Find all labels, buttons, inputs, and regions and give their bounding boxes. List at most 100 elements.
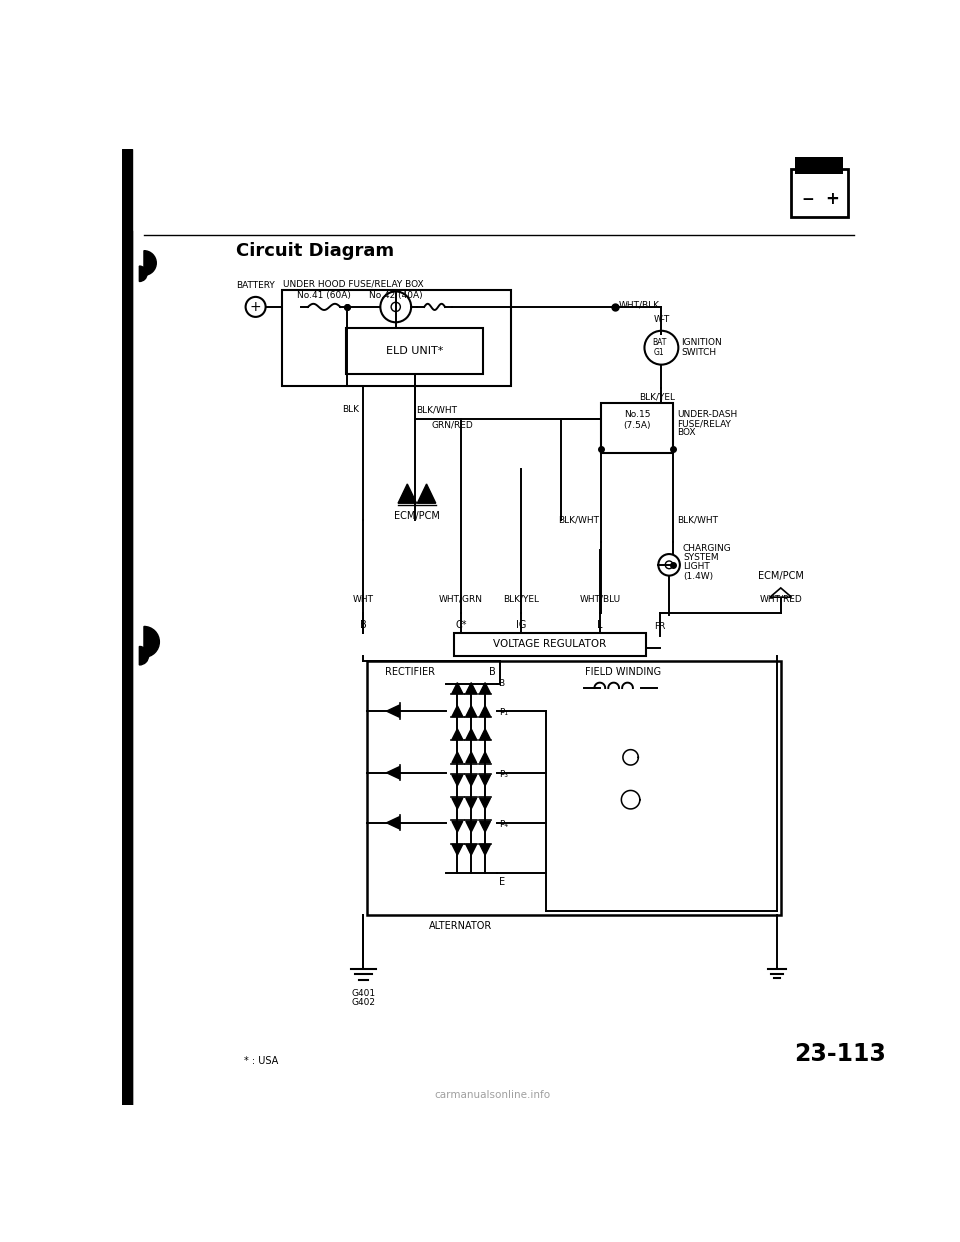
Polygon shape: [480, 683, 491, 693]
Text: −: −: [802, 191, 814, 206]
Polygon shape: [452, 845, 463, 856]
Text: (1.4W): (1.4W): [683, 571, 713, 581]
Polygon shape: [452, 799, 463, 809]
Text: B: B: [489, 667, 495, 677]
Text: SWITCH: SWITCH: [682, 348, 716, 356]
Text: CHARGING: CHARGING: [683, 544, 732, 553]
Polygon shape: [398, 484, 417, 503]
Text: BLK/YEL: BLK/YEL: [503, 595, 540, 604]
Polygon shape: [452, 821, 463, 832]
Text: No.15: No.15: [624, 410, 650, 419]
Text: UNDER-DASH: UNDER-DASH: [677, 410, 737, 419]
Polygon shape: [480, 821, 491, 832]
Bar: [453, 632, 646, 656]
Text: No.42 (40A): No.42 (40A): [369, 291, 422, 299]
Text: WHT/BLU: WHT/BLU: [579, 595, 620, 604]
Text: WHT/RED: WHT/RED: [759, 595, 803, 604]
Text: ELD UNIT*: ELD UNIT*: [386, 345, 443, 355]
Text: +: +: [250, 299, 261, 314]
Bar: [601, 404, 673, 453]
Text: G401: G401: [351, 989, 375, 999]
Polygon shape: [466, 705, 476, 717]
Polygon shape: [387, 817, 399, 828]
Text: P₁: P₁: [499, 708, 508, 717]
Bar: [282, 289, 512, 386]
Text: L: L: [597, 620, 603, 630]
Text: SYSTEM: SYSTEM: [683, 553, 719, 563]
Polygon shape: [480, 705, 491, 717]
Polygon shape: [452, 775, 463, 786]
Bar: [123, 149, 132, 1105]
Text: E: E: [499, 877, 505, 887]
Polygon shape: [480, 799, 491, 809]
Text: B: B: [360, 620, 367, 630]
Text: UNDER HOOD FUSE/RELAY BOX: UNDER HOOD FUSE/RELAY BOX: [283, 279, 424, 288]
Text: W-T: W-T: [653, 315, 669, 324]
Text: FIELD WINDING: FIELD WINDING: [585, 667, 661, 677]
Text: G402: G402: [351, 999, 375, 1007]
Circle shape: [246, 297, 266, 317]
Text: +: +: [826, 190, 839, 209]
Polygon shape: [452, 751, 463, 763]
Circle shape: [380, 292, 411, 322]
Polygon shape: [466, 775, 476, 786]
Text: FR: FR: [654, 622, 665, 631]
Wedge shape: [144, 626, 159, 657]
Polygon shape: [480, 729, 491, 740]
Text: WHT/BLK: WHT/BLK: [619, 301, 660, 309]
Bar: [796, 156, 843, 174]
Bar: [346, 328, 483, 374]
Polygon shape: [466, 683, 476, 693]
Polygon shape: [387, 766, 399, 779]
Wedge shape: [139, 646, 149, 664]
Text: BLK/WHT: BLK/WHT: [677, 515, 718, 524]
Bar: [368, 661, 780, 915]
Text: P₄: P₄: [499, 820, 508, 828]
Text: BLK/WHT: BLK/WHT: [417, 405, 458, 415]
Circle shape: [659, 554, 680, 575]
Wedge shape: [139, 266, 147, 282]
Text: BOX: BOX: [677, 428, 695, 437]
Polygon shape: [480, 775, 491, 786]
Polygon shape: [387, 705, 399, 718]
Text: carmanualsonline.info: carmanualsonline.info: [434, 1089, 550, 1099]
Text: G1: G1: [654, 348, 664, 356]
Polygon shape: [466, 799, 476, 809]
Polygon shape: [452, 705, 463, 717]
Text: (7.5A): (7.5A): [623, 421, 651, 430]
Polygon shape: [466, 751, 476, 763]
Text: GRN/RED: GRN/RED: [432, 421, 473, 430]
Polygon shape: [770, 587, 792, 597]
Text: P₃: P₃: [499, 770, 508, 779]
Text: B: B: [498, 678, 504, 688]
Text: ALTERNATOR: ALTERNATOR: [429, 922, 492, 932]
Text: BAT: BAT: [652, 338, 666, 347]
Polygon shape: [418, 484, 436, 503]
Text: BLK/YEL: BLK/YEL: [639, 392, 676, 401]
Text: Circuit Diagram: Circuit Diagram: [236, 242, 395, 261]
Polygon shape: [452, 683, 463, 693]
Polygon shape: [480, 845, 491, 856]
Circle shape: [391, 302, 400, 312]
Text: FUSE/RELAY: FUSE/RELAY: [677, 420, 731, 428]
Circle shape: [665, 561, 673, 569]
Text: RECTIFIER: RECTIFIER: [385, 667, 435, 677]
Circle shape: [644, 330, 679, 365]
Text: IG: IG: [516, 620, 526, 630]
Text: IGNITION: IGNITION: [682, 338, 722, 347]
Text: BLK/WHT: BLK/WHT: [558, 515, 599, 524]
Text: VOLTAGE REGULATOR: VOLTAGE REGULATOR: [493, 640, 607, 650]
Text: ECM/PCM: ECM/PCM: [757, 571, 804, 581]
Wedge shape: [144, 251, 156, 276]
Text: WHT/GRN: WHT/GRN: [439, 595, 483, 604]
Text: LIGHT: LIGHT: [683, 563, 709, 571]
Text: * : USA: * : USA: [244, 1057, 278, 1067]
Polygon shape: [480, 751, 491, 763]
Text: 23-113: 23-113: [794, 1042, 886, 1066]
Text: BLK: BLK: [343, 405, 360, 415]
Polygon shape: [466, 845, 476, 856]
Text: WHT: WHT: [353, 595, 373, 604]
Text: No.41 (60A): No.41 (60A): [298, 291, 351, 299]
Text: BATTERY: BATTERY: [236, 281, 275, 289]
Bar: [791, 169, 848, 217]
